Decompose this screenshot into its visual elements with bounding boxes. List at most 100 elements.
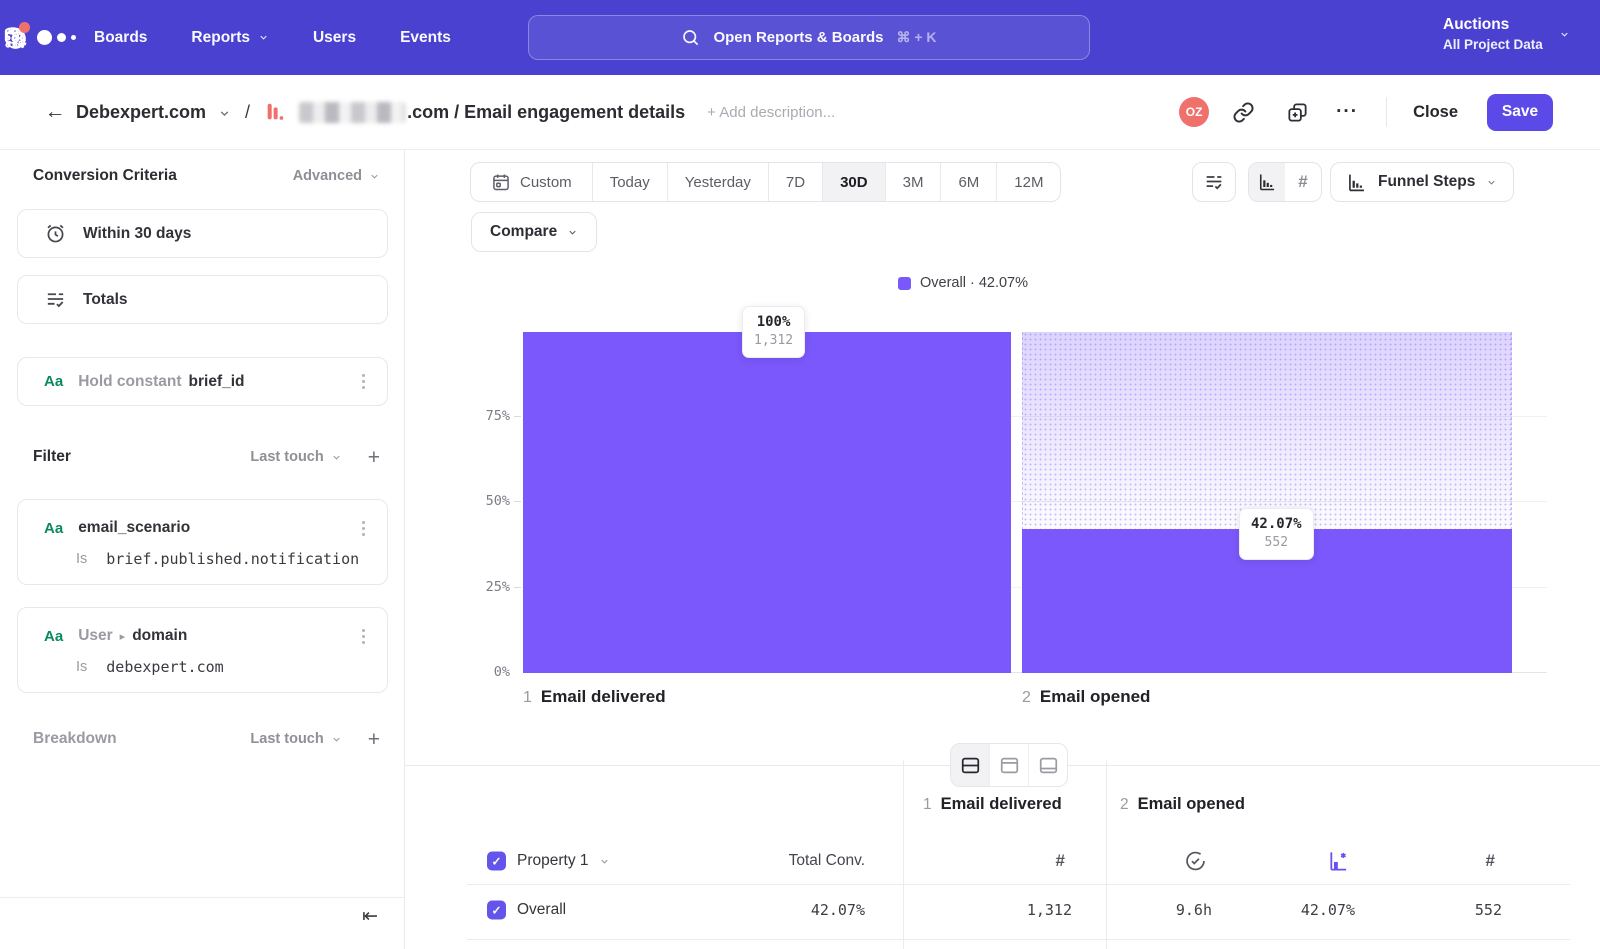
opened-count-metric-icon[interactable]: # [1485, 851, 1495, 870]
percent-view-icon[interactable] [1249, 163, 1285, 201]
primary-nav: Boards Reports Users Events [94, 0, 451, 75]
dropoff-gradient-area[interactable] [1022, 332, 1512, 530]
add-breakdown-button[interactable]: + [367, 727, 380, 751]
advanced-dropdown[interactable]: Advanced [293, 168, 380, 184]
chart-type-dropdown[interactable]: Funnel Steps [1330, 162, 1515, 202]
tick-mark [514, 501, 521, 502]
property-checkbox[interactable]: ✓ [487, 851, 506, 871]
help-icon[interactable] [0, 22, 30, 53]
string-property-icon: Aa [44, 627, 64, 645]
hold-constant-card[interactable]: Aa Hold constant brief_id [17, 357, 388, 406]
totals-icon [1206, 176, 1222, 190]
chart-only-view-icon[interactable] [989, 744, 1028, 786]
filter-card-email-scenario[interactable]: Aa email_scenario Is brief.published.not… [17, 499, 388, 585]
add-description-field[interactable]: + Add description... [707, 103, 836, 121]
total-conv-header[interactable]: Total Conv. [788, 852, 865, 869]
range-3m[interactable]: 3M [884, 163, 941, 201]
filter-operator[interactable]: Is [76, 659, 88, 675]
time-to-convert-metric-icon[interactable] [1184, 850, 1207, 873]
overall-opened-avg-time: 9.6h [1175, 901, 1212, 919]
share-link-icon[interactable] [1228, 97, 1258, 127]
filter-value[interactable]: brief.published.notification [106, 550, 360, 568]
number-view-icon[interactable]: # [1298, 172, 1308, 191]
y-tick-25: 25% [485, 579, 510, 595]
nav-reports[interactable]: Reports [191, 29, 269, 47]
filter-property-name: domain [132, 627, 188, 644]
range-30d-selected[interactable]: 30D [822, 163, 885, 201]
nav-events[interactable]: Events [400, 28, 451, 46]
notification-dot [19, 22, 30, 33]
chevron-down-icon [333, 455, 340, 460]
nav-boards[interactable]: Boards [94, 28, 148, 46]
step-label-2[interactable]: 2 Email opened [1022, 687, 1151, 706]
collapse-sidebar-icon[interactable]: ⇤ [362, 906, 378, 927]
bar-value-tooltip-step2: 42.07% 552 [1239, 508, 1314, 560]
conversion-rate-metric-icon[interactable] [1327, 850, 1350, 873]
project-name: Auctions [1443, 16, 1510, 33]
add-filter-button[interactable]: + [367, 445, 380, 469]
conversion-window-card[interactable]: Within 30 days [17, 209, 388, 258]
chevron-down-icon [600, 859, 608, 864]
save-button[interactable]: Save [1487, 93, 1553, 131]
table-subheader-row: ✓ Property 1 Total Conv. # # [405, 838, 1600, 884]
step2-count: 552 [1264, 535, 1289, 550]
filter-card-user-domain[interactable]: Aa User ▸ domain Is debexpert.com [17, 607, 388, 693]
kebab-menu-icon[interactable] [358, 517, 369, 540]
range-12m[interactable]: 12M [996, 163, 1060, 201]
back-arrow-icon[interactable]: ← [44, 100, 66, 123]
more-options-icon[interactable]: ··· [1336, 101, 1359, 122]
settings-gear-icon[interactable] [0, 23, 30, 53]
value-format-control: # [1248, 162, 1322, 202]
hold-constant-property: brief_id [188, 372, 245, 390]
report-title[interactable]: .com / Email engagement details [407, 101, 686, 122]
step1-percent: 100% [756, 314, 791, 330]
table-group-header-delivered[interactable]: 1 Email delivered [923, 795, 1062, 813]
split-view-icon[interactable] [951, 744, 989, 786]
filter-operator[interactable]: Is [76, 551, 88, 567]
totals-toggle-button[interactable] [1192, 162, 1236, 202]
user-avatar[interactable]: OZ [1179, 97, 1210, 127]
search-input[interactable]: Open Reports & Boards ⌘ + K [528, 15, 1090, 60]
step1-count: 1,312 [754, 333, 794, 348]
delivered-count-metric-icon[interactable]: # [1055, 851, 1065, 870]
property-dropdown[interactable]: Property 1 [517, 852, 610, 870]
range-today[interactable]: Today [591, 163, 667, 201]
funnel-steps-icon [1349, 174, 1364, 191]
counting-method-card[interactable]: Totals [17, 275, 388, 324]
top-nav: Boards Reports Users Events Open Reports… [0, 0, 1600, 75]
range-custom[interactable]: Custom [471, 163, 592, 201]
range-yesterday[interactable]: Yesterday [666, 163, 768, 201]
breadcrumb-board[interactable]: Debexpert.com [76, 101, 207, 122]
kebab-menu-icon[interactable] [358, 625, 369, 648]
chart-legend[interactable]: Overall · 42.07% [898, 275, 1028, 291]
funnel-bar-email-delivered[interactable] [523, 332, 1011, 673]
project-scope: All Project Data [1443, 37, 1543, 52]
breakdown-attribution-dropdown[interactable]: Last touch [250, 731, 341, 747]
project-switcher[interactable]: Auctions All Project Data [1443, 14, 1570, 54]
table-row-overall[interactable]: ✓ Overall 42.07% 1,312 9.6h 42.07% 552 [405, 887, 1600, 933]
table-group-header-opened[interactable]: 2 Email opened [1120, 795, 1245, 813]
funnel-chart: 75% 50% 25% 0% 100% 1,312 42.07% 552 [405, 306, 1600, 680]
chevron-down-icon[interactable] [218, 107, 231, 120]
breadcrumb: Debexpert.com / .com / Email engagement … [76, 75, 835, 149]
step2-percent: 42.07% [1251, 516, 1302, 532]
kebab-menu-icon[interactable] [358, 370, 369, 393]
range-6m[interactable]: 6M [940, 163, 996, 201]
range-7d[interactable]: 7D [767, 163, 822, 201]
duplicate-icon[interactable] [1282, 97, 1312, 127]
search-placeholder: Open Reports & Boards [713, 29, 884, 46]
table-only-view-icon[interactable] [1028, 744, 1067, 786]
search-shortcut: ⌘ + K [896, 29, 937, 45]
filter-attribution-dropdown[interactable]: Last touch [250, 449, 341, 465]
mixpanel-logo-icon[interactable] [37, 30, 76, 45]
divider [1386, 97, 1388, 127]
compare-button[interactable]: Compare [471, 212, 598, 252]
step-label-1[interactable]: 1 Email delivered [523, 687, 666, 706]
nav-users[interactable]: Users [312, 28, 357, 46]
close-button[interactable]: Close [1413, 102, 1458, 121]
filter-value[interactable]: debexpert.com [106, 658, 224, 676]
redacted-report-name [299, 101, 406, 123]
overall-checkbox[interactable]: ✓ [487, 900, 506, 920]
filter-property-name: email_scenario [78, 519, 191, 536]
